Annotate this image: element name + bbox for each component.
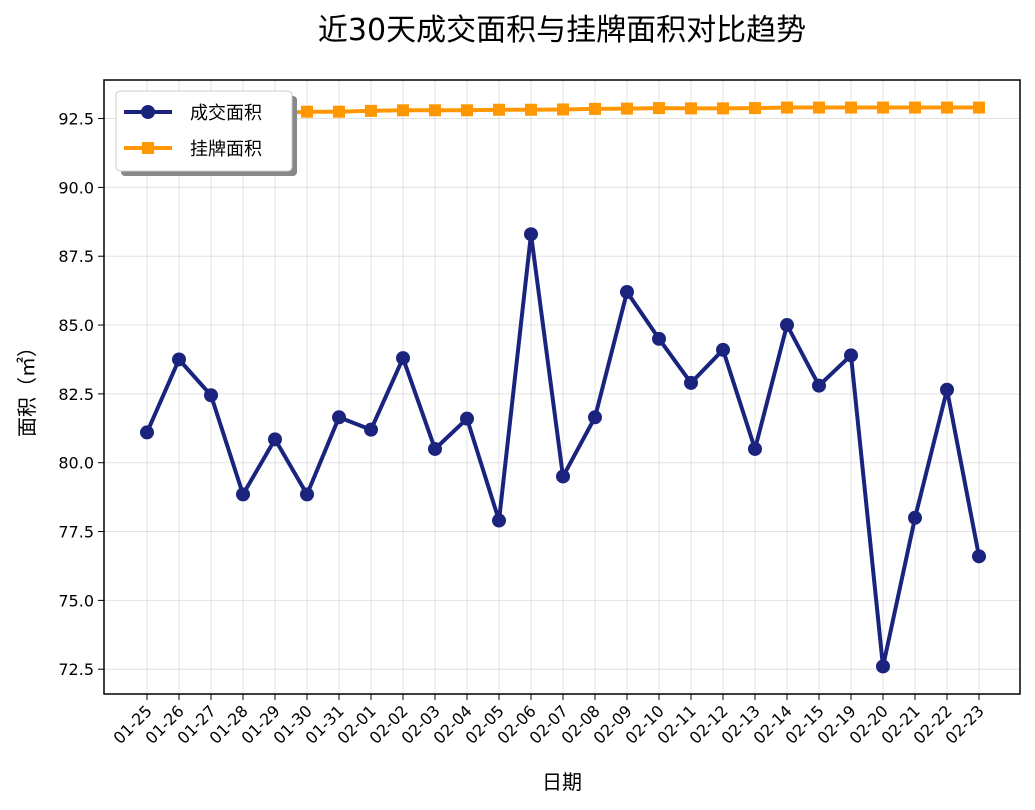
y-axis-ticks: 72.5 75.0 77.5 80.0 82.5 85.0 87.5 90.0 92.5: [58, 110, 104, 679]
legend-label: 挂牌面积: [190, 139, 262, 160]
data-point: [236, 487, 250, 502]
data-point: [588, 410, 602, 425]
chart-title: 近30天成交面积与挂牌面积对比趋势: [318, 13, 806, 48]
data-point: [940, 382, 954, 397]
data-point: [813, 101, 825, 114]
data-point: [716, 342, 730, 357]
data-point: [941, 101, 953, 114]
data-point: [684, 375, 698, 390]
data-point: [589, 102, 601, 115]
series-layer: [140, 101, 986, 674]
legend-label: 成交面积: [190, 103, 262, 124]
y-tick-label: 82.5: [58, 385, 94, 404]
plot-frame: [103, 79, 1021, 695]
y-tick-label: 72.5: [58, 660, 94, 679]
data-point: [301, 105, 313, 118]
series-1: [140, 227, 986, 674]
data-point: [460, 411, 474, 426]
data-point: [972, 549, 986, 564]
data-point: [333, 105, 345, 118]
legend-item: 成交面积: [124, 103, 262, 124]
data-point: [396, 351, 410, 366]
legend-marker: [141, 105, 155, 119]
legend-item: 挂牌面积: [124, 139, 262, 160]
data-point: [909, 101, 921, 114]
data-point: [877, 101, 889, 114]
y-tick-label: 87.5: [58, 247, 94, 266]
data-point: [524, 227, 538, 242]
data-point: [717, 102, 729, 115]
data-point: [844, 348, 858, 363]
data-point: [461, 104, 473, 117]
data-point: [652, 331, 666, 346]
data-point: [748, 441, 762, 456]
data-point: [172, 352, 186, 367]
data-point: [525, 103, 537, 116]
y-axis-label: 面积（㎡）: [15, 337, 39, 437]
data-point: [685, 102, 697, 115]
data-point: [557, 103, 569, 116]
x-axis-ticks: 01-2501-2601-2701-2801-2901-3001-3102-01…: [110, 694, 988, 748]
data-point: [332, 410, 346, 425]
data-point: [749, 102, 761, 115]
data-point: [300, 487, 314, 502]
y-tick-label: 92.5: [58, 110, 94, 129]
data-point: [781, 101, 793, 114]
data-point: [268, 432, 282, 447]
data-point: [845, 101, 857, 114]
data-point: [428, 441, 442, 456]
data-point: [140, 425, 154, 440]
data-point: [653, 102, 665, 115]
y-tick-label: 77.5: [58, 523, 94, 542]
data-point: [493, 103, 505, 116]
y-tick-label: 90.0: [58, 178, 94, 197]
data-point: [876, 659, 890, 674]
y-tick-label: 85.0: [58, 316, 94, 335]
data-point: [204, 388, 218, 403]
data-point: [556, 469, 570, 484]
y-tick-label: 80.0: [58, 454, 94, 473]
data-point: [780, 318, 794, 333]
legend-marker: [142, 142, 154, 154]
data-point: [429, 104, 441, 117]
data-point: [973, 101, 985, 114]
data-point: [397, 104, 409, 117]
data-point: [812, 378, 826, 393]
y-tick-label: 75.0: [58, 591, 94, 610]
data-point: [621, 102, 633, 115]
data-point: [908, 510, 922, 525]
data-point: [492, 513, 506, 528]
data-point: [365, 104, 377, 117]
data-point: [364, 422, 378, 437]
x-axis-label: 日期: [542, 770, 582, 794]
data-point: [620, 285, 634, 300]
